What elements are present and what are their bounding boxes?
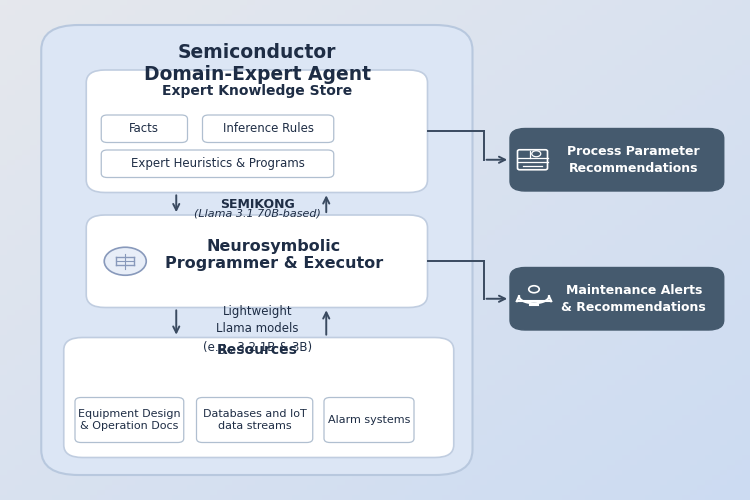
Circle shape — [104, 247, 146, 275]
FancyBboxPatch shape — [64, 338, 454, 458]
FancyBboxPatch shape — [510, 268, 724, 330]
Text: (Llama 3.1 70B-based): (Llama 3.1 70B-based) — [194, 209, 321, 219]
Text: Maintenance Alerts
& Recommendations: Maintenance Alerts & Recommendations — [562, 284, 706, 314]
FancyBboxPatch shape — [86, 215, 427, 308]
Text: Process Parameter
Recommendations: Process Parameter Recommendations — [568, 145, 700, 175]
Text: Expert Knowledge Store: Expert Knowledge Store — [162, 84, 352, 98]
Text: Semiconductor
Domain-Expert Agent: Semiconductor Domain-Expert Agent — [144, 42, 370, 84]
Text: Alarm systems: Alarm systems — [328, 415, 410, 425]
FancyBboxPatch shape — [202, 115, 334, 142]
Text: Lightweight
Llama models
(e.g., 3.2 1B & 3B): Lightweight Llama models (e.g., 3.2 1B &… — [202, 304, 312, 354]
Text: Inference Rules: Inference Rules — [223, 122, 314, 136]
FancyBboxPatch shape — [41, 25, 472, 475]
Text: Databases and IoT
data streams: Databases and IoT data streams — [202, 409, 307, 431]
FancyBboxPatch shape — [101, 150, 334, 178]
Text: Expert Heuristics & Programs: Expert Heuristics & Programs — [130, 157, 304, 170]
Text: Equipment Design
& Operation Docs: Equipment Design & Operation Docs — [78, 409, 181, 431]
FancyBboxPatch shape — [510, 128, 724, 191]
Text: Resources: Resources — [217, 343, 298, 357]
FancyBboxPatch shape — [86, 70, 427, 192]
Text: SEMIKONG: SEMIKONG — [220, 198, 295, 210]
Text: Facts: Facts — [129, 122, 159, 136]
FancyBboxPatch shape — [101, 115, 188, 142]
FancyBboxPatch shape — [75, 398, 184, 442]
FancyBboxPatch shape — [324, 398, 414, 442]
Text: Neurosymbolic
Programmer & Executor: Neurosymbolic Programmer & Executor — [165, 239, 382, 271]
FancyBboxPatch shape — [196, 398, 313, 442]
